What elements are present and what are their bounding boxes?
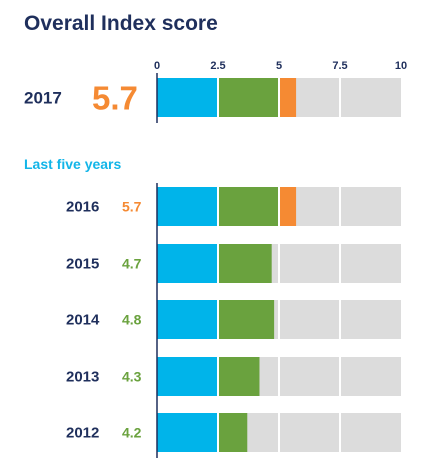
bar-segment-orange	[279, 78, 297, 117]
bar-segment-blue	[157, 78, 218, 117]
chart-title: Overall Index score	[24, 12, 218, 35]
bar-segment-green	[218, 413, 248, 452]
category-label: 2016	[66, 199, 99, 216]
bar-segment-orange	[279, 187, 297, 226]
data-label: 5.7	[122, 199, 142, 215]
bar-segment-blue	[157, 413, 218, 452]
x-tick-label: 10	[395, 60, 407, 72]
x-tick-label: 2.5	[210, 60, 225, 72]
x-tick-label: 0	[154, 60, 160, 72]
bar-segment-blue	[157, 244, 218, 283]
data-label: 4.7	[122, 256, 142, 272]
category-label: 2015	[66, 256, 99, 273]
bar-segment-green	[218, 244, 272, 283]
bar-segment-green	[218, 300, 275, 339]
x-tick-label: 7.5	[332, 60, 347, 72]
bar-segment-blue	[157, 187, 218, 226]
x-tick-label: 5	[276, 60, 282, 72]
bar-segment-green	[218, 187, 279, 226]
category-label: 2014	[66, 312, 100, 329]
bar-segment-green	[218, 357, 260, 396]
category-label: 2013	[66, 369, 99, 386]
bar-segment-green	[218, 78, 279, 117]
category-label: 2012	[66, 425, 99, 442]
data-label: 4.3	[122, 369, 142, 385]
bar-segment-blue	[157, 357, 218, 396]
data-label: 4.2	[122, 425, 142, 441]
chart-subtitle: Last five years	[24, 156, 122, 172]
data-label: 5.7	[92, 80, 138, 117]
category-label: 2017	[24, 89, 62, 108]
bar-segment-blue	[157, 300, 218, 339]
data-label: 4.8	[122, 312, 142, 328]
